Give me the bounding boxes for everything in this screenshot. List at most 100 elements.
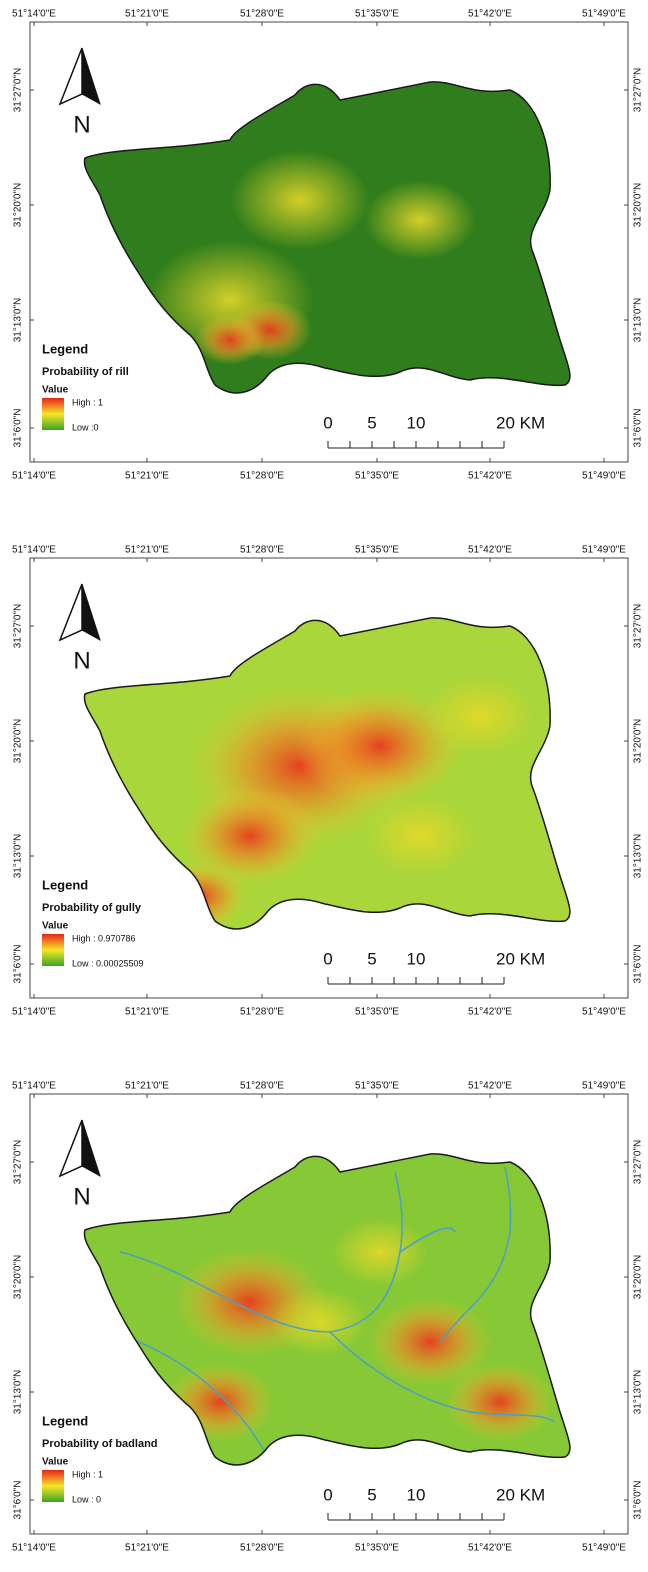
legend-high: High : 1 — [72, 397, 103, 407]
north-arrow — [82, 584, 100, 640]
figure: 51°14'0"E 51°14'0"E 51°21'0"E 51°21'0"E 51°2… — [0, 0, 648, 1572]
longitude-label: 51°28'0"E — [240, 1081, 284, 1092]
legend-swatch — [42, 1470, 64, 1502]
scale-label: 0 — [323, 413, 332, 432]
latitude-label: 31°20'0"N — [633, 719, 644, 764]
longitude-label: 51°49'0"E — [582, 1543, 626, 1554]
scale-label: 20 KM — [496, 413, 545, 432]
legend-low: Low : 0 — [72, 1494, 101, 1504]
latitude-label: 31°6'0"N — [13, 945, 24, 984]
latitude-label: 31°6'0"N — [633, 409, 644, 448]
longitude-label: 51°21'0"E — [125, 1007, 169, 1018]
longitude-label: 51°35'0"E — [355, 545, 399, 556]
raster-patch — [424, 676, 536, 756]
north-arrow — [60, 584, 82, 640]
longitude-label: 51°49'0"E — [582, 1081, 626, 1092]
north-label: N — [73, 647, 90, 674]
longitude-label: 51°21'0"E — [125, 9, 169, 20]
longitude-label: 51°14'0"E — [12, 1543, 56, 1554]
latitude-label: 31°13'0"N — [633, 1370, 644, 1415]
legend-swatch — [42, 934, 64, 966]
scale-label: 20 KM — [496, 1485, 545, 1504]
map-panel: 51°14'0"E 51°14'0"E 51°21'0"E 51°21'0"E 51°2… — [12, 9, 644, 482]
longitude-label: 51°42'0"E — [468, 471, 512, 482]
scale-label: 10 — [407, 1485, 426, 1504]
legend-title: Legend — [42, 1413, 88, 1428]
longitude-label: 51°35'0"E — [355, 471, 399, 482]
longitude-label: 51°28'0"E — [240, 1007, 284, 1018]
north-arrow — [60, 48, 82, 104]
latitude-label: 31°27'0"N — [633, 604, 644, 649]
longitude-label: 51°35'0"E — [355, 9, 399, 20]
latitude-label: 31°13'0"N — [13, 834, 24, 879]
longitude-label: 51°42'0"E — [468, 1543, 512, 1554]
map-panel: 51°14'0"E 51°14'0"E 51°21'0"E 51°21'0"E 51°2… — [12, 545, 644, 1018]
latitude-label: 31°13'0"N — [633, 834, 644, 879]
scale-label: 10 — [407, 413, 426, 432]
legend-value: Value — [42, 1457, 69, 1468]
raster-patch — [195, 315, 265, 365]
latitude-label: 31°20'0"N — [13, 183, 24, 228]
longitude-label: 51°21'0"E — [125, 1081, 169, 1092]
longitude-label: 51°21'0"E — [125, 545, 169, 556]
latitude-label: 31°20'0"N — [633, 1255, 644, 1300]
latitude-label: 31°27'0"N — [13, 68, 24, 113]
raster-patch — [271, 1287, 369, 1357]
longitude-label: 51°14'0"E — [12, 471, 56, 482]
latitude-label: 31°27'0"N — [633, 68, 644, 113]
longitude-label: 51°49'0"E — [582, 545, 626, 556]
longitude-label: 51°42'0"E — [468, 1007, 512, 1018]
north-arrow — [82, 48, 100, 104]
latitude-label: 31°20'0"N — [633, 183, 644, 228]
longitude-label: 51°21'0"E — [125, 471, 169, 482]
latitude-label: 31°27'0"N — [13, 1140, 24, 1185]
longitude-label: 51°49'0"E — [582, 471, 626, 482]
latitude-label: 31°13'0"N — [633, 298, 644, 343]
legend-layer: Probability of rill — [42, 366, 129, 378]
longitude-label: 51°14'0"E — [12, 1007, 56, 1018]
longitude-label: 51°49'0"E — [582, 9, 626, 20]
longitude-label: 51°14'0"E — [12, 9, 56, 20]
longitude-label: 51°42'0"E — [468, 545, 512, 556]
longitude-label: 51°35'0"E — [355, 1081, 399, 1092]
scale-label: 5 — [367, 1485, 376, 1504]
longitude-label: 51°14'0"E — [12, 545, 56, 556]
legend-layer: Probability of gully — [42, 902, 142, 914]
longitude-label: 51°28'0"E — [240, 9, 284, 20]
north-label: N — [73, 111, 90, 138]
raster-patch — [230, 150, 370, 250]
longitude-label: 51°35'0"E — [355, 1007, 399, 1018]
legend-high: High : 1 — [72, 1469, 103, 1479]
longitude-label: 51°42'0"E — [468, 1081, 512, 1092]
north-arrow — [60, 1120, 82, 1176]
raster-patch — [164, 1362, 276, 1442]
north-arrow — [82, 1120, 100, 1176]
scale-label: 0 — [323, 949, 332, 968]
legend-low: Low :0 — [72, 422, 99, 432]
latitude-label: 31°27'0"N — [633, 1140, 644, 1185]
raster-patch — [364, 796, 476, 876]
raster-patch — [151, 861, 249, 931]
latitude-label: 31°6'0"N — [633, 945, 644, 984]
scale-label: 5 — [367, 949, 376, 968]
legend-value: Value — [42, 385, 69, 396]
longitude-label: 51°49'0"E — [582, 1007, 626, 1018]
legend-layer: Probability of badland — [42, 1438, 158, 1450]
longitude-label: 51°21'0"E — [125, 1543, 169, 1554]
raster-patch — [364, 180, 476, 260]
raster-patch — [331, 1217, 429, 1287]
north-label: N — [73, 1183, 90, 1210]
map-panel: 51°14'0"E51°14'0"E51°21'0"E51°21'0"E51°2… — [12, 1081, 644, 1554]
longitude-label: 51°35'0"E — [355, 1543, 399, 1554]
longitude-label: 51°28'0"E — [240, 1543, 284, 1554]
latitude-label: 31°6'0"N — [13, 1481, 24, 1520]
longitude-label: 51°28'0"E — [240, 471, 284, 482]
longitude-label: 51°28'0"E — [240, 545, 284, 556]
latitude-label: 31°13'0"N — [13, 1370, 24, 1415]
longitude-label: 51°42'0"E — [468, 9, 512, 20]
legend-title: Legend — [42, 877, 88, 892]
scale-label: 20 KM — [496, 949, 545, 968]
latitude-label: 31°20'0"N — [13, 719, 24, 764]
legend-low: Low : 0.00025509 — [72, 958, 144, 968]
latitude-label: 31°6'0"N — [13, 409, 24, 448]
